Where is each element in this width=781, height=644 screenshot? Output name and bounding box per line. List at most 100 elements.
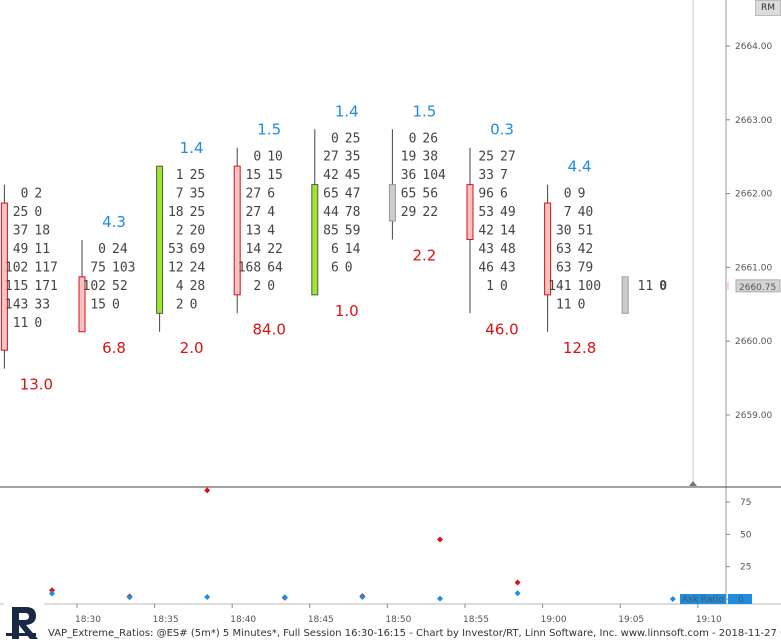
ask-volume: 35 — [345, 150, 361, 165]
bid-volume: 2 — [253, 279, 261, 294]
ask-volume: 48 — [500, 242, 516, 257]
bid-volume: 0 — [564, 187, 572, 202]
bid-volume: 44 — [323, 205, 339, 220]
ask-volume: 4 — [267, 205, 275, 220]
ask-volume: 22 — [267, 242, 283, 257]
bar-body — [0, 202, 8, 351]
bid-volume: 96 — [478, 187, 494, 202]
last-price-badge — [735, 279, 781, 293]
bid-volume: 6 — [331, 242, 339, 257]
bid-volume: 53 — [168, 242, 184, 257]
bottom-ratio-label: 2.2 — [412, 247, 436, 265]
ask-volume: 27 — [500, 150, 516, 165]
ask-volume: 11 — [34, 242, 50, 257]
investor-rt-logo-icon — [4, 603, 44, 643]
ask-volume: 100 — [578, 279, 601, 294]
ask-volume: 42 — [578, 242, 594, 257]
ask-volume: 6 — [267, 187, 275, 202]
ratio-point — [204, 487, 211, 494]
bid-volume: 0 — [98, 242, 106, 257]
bid-volume: 63 — [556, 242, 572, 257]
bid-volume: 43 — [478, 242, 494, 257]
ask-volume: 0 — [34, 316, 42, 331]
bid-volume: 7 — [176, 187, 184, 202]
ask-volume: 69 — [190, 242, 206, 257]
bid-volume: 25 — [13, 205, 29, 220]
bottom-ratio-label: 13.0 — [20, 376, 53, 394]
cursor-marker — [689, 481, 697, 486]
bid-volume: 53 — [478, 205, 494, 220]
bottom-ratio-label: 12.8 — [563, 339, 596, 357]
ask-volume: 64 — [267, 260, 283, 275]
bid-volume: 1 — [176, 168, 184, 183]
indicator-value-label: 0 — [738, 595, 744, 605]
ask-volume: 24 — [112, 242, 128, 257]
rm-button[interactable]: RM — [755, 0, 781, 16]
ask-volume: 0 — [578, 297, 586, 312]
time-axis: 18:30 18:35 18:40 18:45 18:50 18:55 19:00 19:05… — [75, 604, 722, 625]
ask-volume: 78 — [345, 205, 361, 220]
ask-volume: 4 — [267, 224, 275, 239]
ask-volume: 49 — [500, 205, 516, 220]
bid-volume: 30 — [556, 224, 572, 239]
ask-volume: 40 — [578, 205, 594, 220]
ask-volume: 25 — [190, 205, 206, 220]
price-tick-label: 2660.00 — [735, 337, 772, 347]
bid-volume: 115 — [5, 279, 28, 294]
bid-volume: 27 — [323, 150, 339, 165]
time-tick-label: 18:55 — [463, 615, 489, 625]
bottom-ratio-label: 1.0 — [335, 302, 359, 320]
bid-volume: 102 — [5, 260, 28, 275]
footer-caption: VAP_Extreme_Ratios: @ES# (5m*) 5 Minutes… — [48, 628, 781, 639]
ask-volume: 18 — [34, 224, 50, 239]
time-tick-label: 19:10 — [696, 615, 722, 625]
bid-volume: 2 — [176, 224, 184, 239]
ask-volume: 15 — [267, 168, 283, 183]
ask-volume: 14 — [345, 242, 361, 257]
ratio-point — [437, 595, 443, 602]
bid-volume: 63 — [556, 260, 572, 275]
indicator-name-badge — [680, 594, 726, 604]
indicator-value-badge — [728, 594, 752, 604]
top-ratio-label: 1.5 — [257, 121, 281, 139]
bottom-ratio-label: 84.0 — [252, 320, 285, 338]
time-tick-label: 18:30 — [75, 615, 101, 625]
bar-body — [156, 165, 164, 314]
ask-volume: 9 — [578, 187, 586, 202]
bid-volume: 141 — [548, 279, 571, 294]
bar-body — [311, 184, 319, 296]
top-ratio-label: 1.4 — [335, 102, 359, 120]
ratio-point — [281, 594, 288, 601]
bid-volume: 36 — [401, 168, 417, 183]
top-ratio-label: 4.4 — [568, 158, 592, 176]
top-ratio-label: 4.3 — [102, 213, 126, 231]
bid-volume: 65 — [401, 187, 417, 202]
ask-volume: 20 — [190, 224, 206, 239]
time-tick-label: 18:50 — [385, 615, 411, 625]
ratio-point — [204, 594, 211, 601]
price-tick-label: 2663.00 — [735, 116, 772, 126]
ratio-point — [359, 594, 366, 601]
ask-volume: 52 — [112, 279, 128, 294]
bid-volume: 2 — [176, 297, 184, 312]
time-tick-label: 19:05 — [618, 615, 644, 625]
bid-volume: 25 — [478, 150, 494, 165]
ask-volume: 0 — [190, 297, 198, 312]
bottom-ratio-label: 46.0 — [485, 320, 518, 338]
bid-volume: 37 — [13, 224, 29, 239]
bid-volume: 14 — [246, 242, 262, 257]
bid-volume: 168 — [238, 260, 261, 275]
ask-volume: 59 — [345, 224, 361, 239]
bar-body — [388, 184, 396, 222]
ask-volume: 22 — [422, 205, 438, 220]
ask-volume: 25 — [345, 131, 361, 146]
ask-volume: 0 — [112, 297, 120, 312]
bottom-ratio-label: 6.8 — [102, 339, 126, 357]
last-price-label: 2660.75 — [739, 283, 776, 293]
ratio-point — [669, 596, 676, 602]
ask-volume: 0 — [500, 279, 508, 294]
ask-volume: 38 — [422, 150, 438, 165]
ask-volume: 56 — [422, 187, 438, 202]
